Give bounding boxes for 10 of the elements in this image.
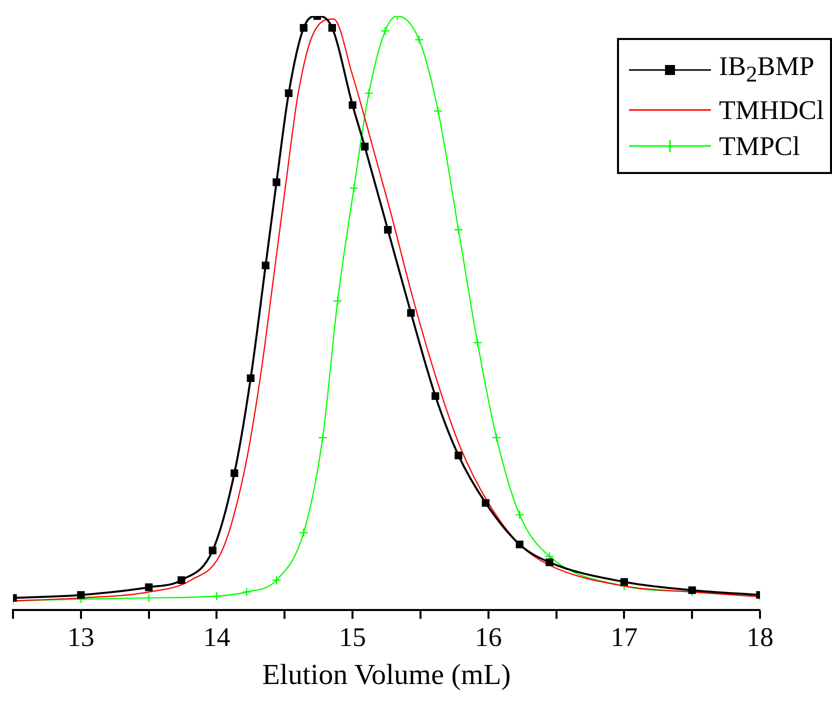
x-tick-label: 17 xyxy=(610,622,638,652)
x-tick-label: 13 xyxy=(67,622,94,652)
x-tick-label: 16 xyxy=(474,622,502,652)
legend-label: TMPCl xyxy=(718,130,800,164)
x-tick-label: 18 xyxy=(746,622,774,652)
x-tick-label: 15 xyxy=(339,622,366,652)
x-tick-label: 14 xyxy=(203,622,231,652)
legend-label: TMHDCl xyxy=(718,94,824,128)
legend-label: IB$_{2}$BMP xyxy=(718,50,814,88)
x-axis-title: Elution Volume (mL) xyxy=(262,659,511,692)
